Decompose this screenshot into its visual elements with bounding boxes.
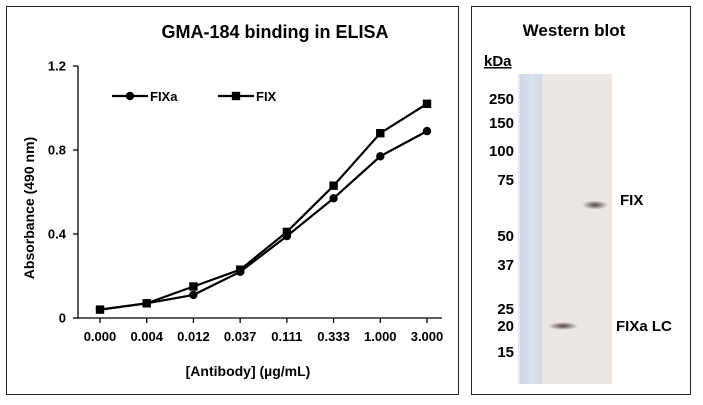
data-point-fixa — [189, 290, 198, 300]
kda-marker-25: 25 — [497, 301, 514, 318]
x-tick-label: 0.333 — [317, 329, 350, 344]
data-point-fix — [422, 99, 432, 108]
data-point-fix — [95, 305, 105, 314]
y-tick-label: 0 — [59, 311, 66, 326]
data-point-fix — [235, 265, 245, 274]
band-fixa-lc — [548, 322, 578, 330]
series-line-fixa — [99, 130, 428, 311]
band-label-fixa-lc: FIXa LC — [616, 318, 672, 335]
kda-marker-50: 50 — [497, 228, 514, 245]
legend-marker — [231, 91, 241, 101]
data-point-fix — [282, 227, 292, 237]
kda-marker-75: 75 — [497, 172, 514, 189]
kda-marker-37: 37 — [497, 257, 514, 274]
kda-marker-20: 20 — [497, 318, 514, 335]
legend-item-fix: FIX — [218, 89, 277, 104]
kda-label: kDa — [484, 53, 512, 70]
x-tick-label: 0.111 — [271, 329, 302, 344]
kda-marker-250: 250 — [489, 91, 514, 108]
data-point-fixa — [422, 126, 432, 136]
y-tick-label: 1.2 — [48, 59, 66, 74]
band-fix — [582, 200, 608, 210]
kda-marker-150: 150 — [489, 115, 514, 132]
data-point-fixa — [376, 152, 385, 161]
data-point-fix — [189, 282, 198, 291]
y-axis-label: Absorbance (490 nm) — [21, 137, 37, 279]
band-label-fix: FIX — [620, 192, 643, 209]
legend-marker — [125, 91, 135, 101]
data-point-fix — [142, 299, 151, 308]
x-tick-label: 0.000 — [84, 329, 117, 344]
x-tick-label: 0.004 — [130, 329, 163, 344]
x-tick-label: 0.037 — [224, 329, 257, 344]
data-point-fixa — [329, 194, 338, 203]
x-tick-label: 3.000 — [411, 329, 444, 344]
marker-lane — [520, 74, 542, 384]
y-tick-label: 0.4 — [48, 227, 67, 242]
x-tick-label: 0.012 — [177, 329, 210, 344]
legend-label: FIX — [256, 89, 277, 104]
data-point-fix — [376, 129, 385, 138]
legend-item-fixa: FIXa — [112, 89, 178, 104]
x-tick-label: 1.000 — [364, 329, 397, 344]
legend-label: FIXa — [150, 89, 178, 104]
elisa-chart-panel — [6, 6, 459, 395]
y-tick-label: 0.8 — [48, 143, 66, 158]
chart-title: GMA-184 binding in ELISA — [161, 22, 388, 42]
data-point-fix — [329, 181, 338, 190]
western-blot-title: Western blot — [523, 21, 626, 40]
kda-marker-15: 15 — [497, 344, 514, 361]
x-axis-label: [Antibody] (µg/mL) — [186, 363, 311, 379]
kda-marker-100: 100 — [489, 143, 514, 160]
series-line-fix — [99, 102, 428, 311]
